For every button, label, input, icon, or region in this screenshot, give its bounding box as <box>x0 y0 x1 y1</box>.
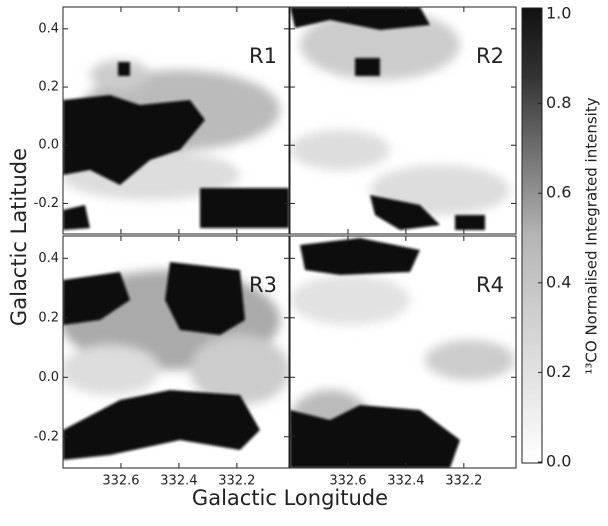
x-tick-label: 332.2 <box>218 474 255 489</box>
x-tick-label: 332.4 <box>387 474 424 489</box>
panel-label: R3 <box>249 273 277 297</box>
y-axis-title: Galactic Latitude <box>7 148 31 326</box>
y-tick-label: 0.0 <box>38 370 59 385</box>
panel-frame <box>289 235 517 469</box>
panel-frame <box>62 6 290 235</box>
x-tick-label: 332.6 <box>329 474 366 489</box>
panel-frame <box>289 6 517 235</box>
panel-label: R4 <box>476 273 504 297</box>
y-tick-label: 0.2 <box>38 80 59 95</box>
panel-label: R2 <box>476 44 504 68</box>
y-tick-label: 0.4 <box>38 21 59 36</box>
map-r4 <box>290 238 515 468</box>
colorbar-title: ¹³CO Normalised Integrated intensity <box>583 97 601 374</box>
colorbar-tick-label: 0.4 <box>546 272 571 291</box>
y-tick-label: 0.0 <box>38 138 59 153</box>
map-r2 <box>290 7 510 230</box>
y-tick-label: 0.4 <box>38 251 59 266</box>
map-r1 <box>63 60 289 230</box>
colorbar-tick-label: 1.0 <box>546 4 571 23</box>
x-axis-title: Galactic Longitude <box>192 486 388 510</box>
x-tick-label: 332.2 <box>445 474 482 489</box>
colorbar-tick-label: 0.2 <box>546 362 571 381</box>
x-tick-label: 332.6 <box>102 474 139 489</box>
y-tick-label: -0.2 <box>34 196 59 211</box>
colorbar <box>521 7 543 464</box>
colorbar-tick-label: 0.0 <box>546 452 571 471</box>
colorbar-tick-label: 0.8 <box>546 93 571 112</box>
colorbar-tick-label: 0.6 <box>546 183 571 202</box>
y-tick-label: -0.2 <box>34 429 59 444</box>
x-tick-label: 332.4 <box>160 474 197 489</box>
y-tick-label: 0.2 <box>38 310 59 325</box>
panel-frame <box>62 235 290 469</box>
panel-label: R1 <box>249 44 277 68</box>
map-r3 <box>63 262 289 460</box>
